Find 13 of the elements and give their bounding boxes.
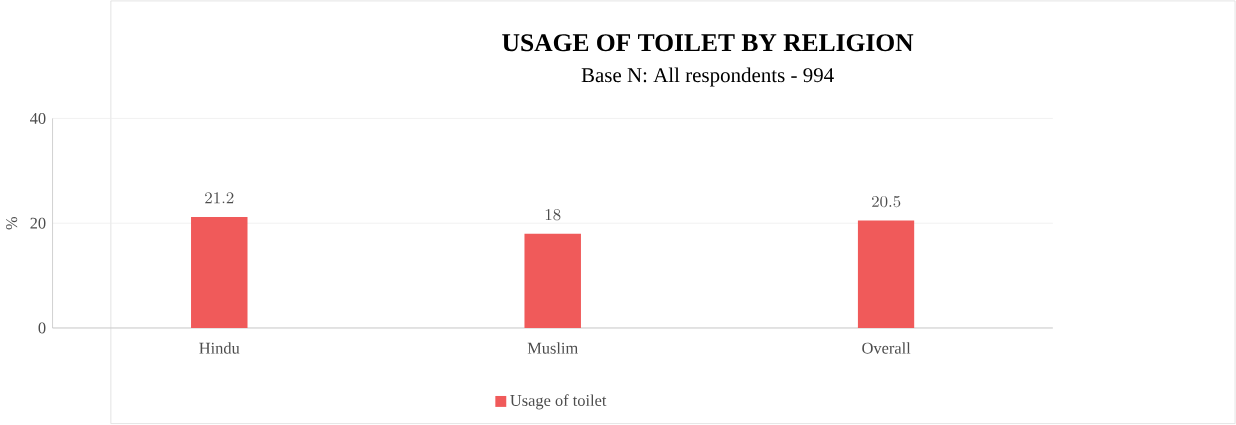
y-tick-label: 20 (30, 217, 46, 229)
data-label: 18 (545, 209, 561, 221)
x-tick-label: Overall (862, 342, 911, 354)
chart-subtitle: Base N: All respondents - 994 (581, 67, 834, 87)
y-tick-label: 0 (38, 322, 46, 334)
y-tick-label: 40 (30, 113, 46, 125)
legend-label: Usage of toilet (510, 394, 607, 410)
data-label: 21 .2 (205, 192, 234, 204)
y-axis-title: % (6, 217, 18, 230)
data-label: 20.5 (872, 196, 901, 208)
x-tick-label: Muslim (527, 342, 578, 354)
chart-title: USAGE OF TOILET BY RELIGION (502, 34, 914, 52)
x-tick-label: Hindu (199, 342, 240, 354)
